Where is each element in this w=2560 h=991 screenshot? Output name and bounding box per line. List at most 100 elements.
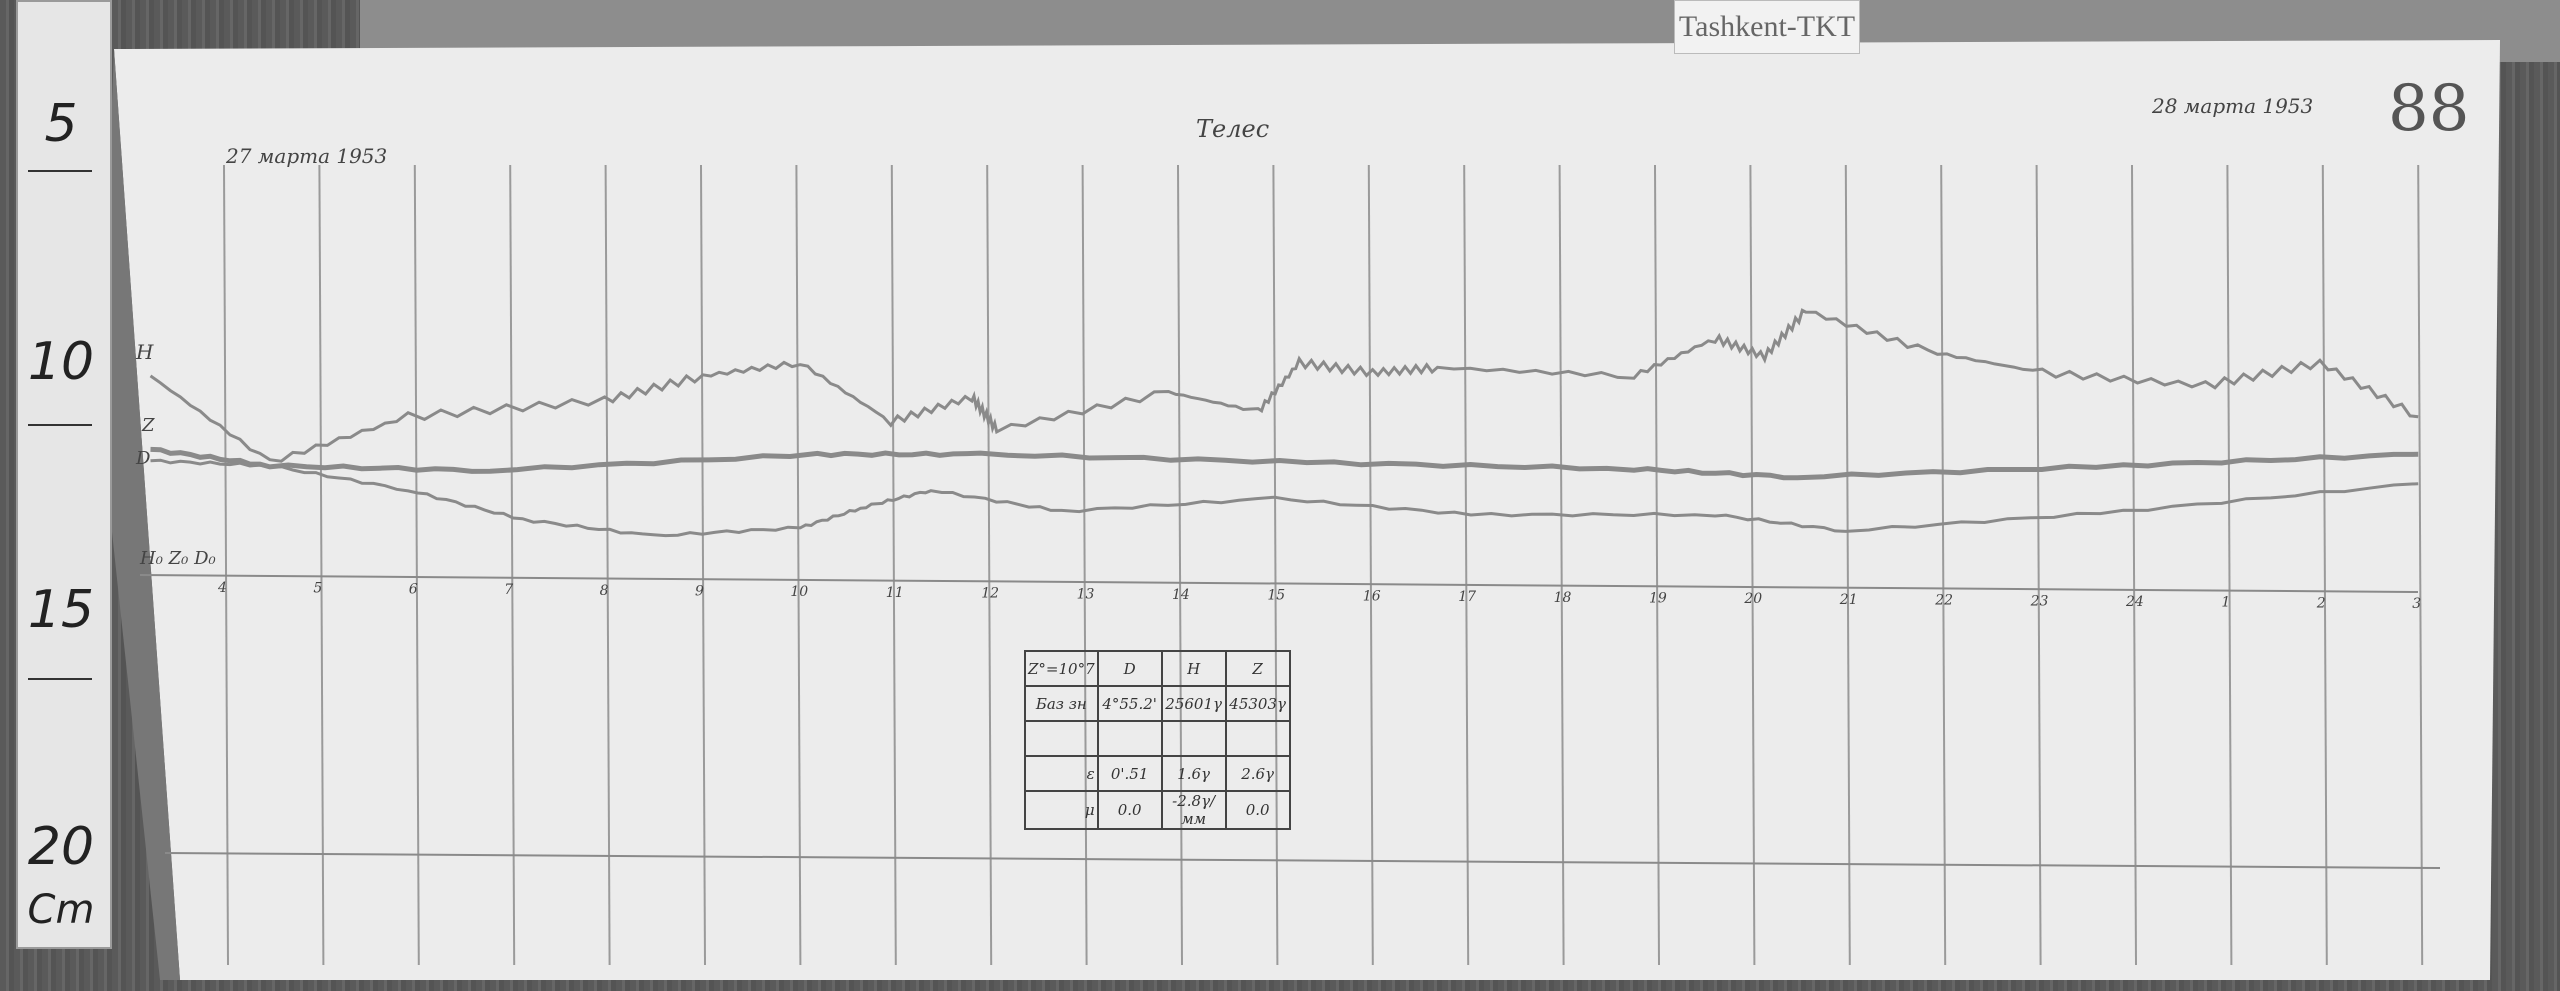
x-tick-label: 18: [1554, 590, 1572, 606]
x-tick-label: 11: [886, 585, 904, 601]
grid-line: [1558, 164, 1565, 966]
table-cell: μ: [1024, 790, 1099, 830]
x-tick-label: 13: [1077, 586, 1095, 602]
x-tick-label: 6: [409, 581, 418, 597]
grid-line: [1177, 164, 1183, 966]
ruler-mark-10: 10: [27, 332, 95, 392]
x-tick-label: 7: [504, 582, 513, 598]
table-cell: [1096, 720, 1163, 757]
start-date: 27 марта 1953: [226, 144, 388, 168]
x-tick-label: 9: [695, 584, 704, 600]
grid-line: [2417, 164, 2424, 966]
ruler-mark-5: 5: [44, 94, 78, 154]
paper-shadow: [100, 49, 180, 980]
table-cell: 2.6γ: [1224, 755, 1291, 792]
ruler-mark-15: 15: [27, 580, 95, 640]
x-tick-label: 8: [600, 583, 609, 599]
grid-line: [700, 164, 706, 966]
constants-table: Z°=10°7 D H Z Баз зн 4°55.2' 25601γ 4530…: [1024, 650, 1291, 830]
table-cell: 4°55.2': [1096, 685, 1163, 722]
bottom-line: [164, 852, 2441, 869]
table-cell: 0'.51: [1096, 755, 1163, 792]
grid: [223, 164, 2424, 966]
grid-line: [223, 164, 229, 966]
table-header: Z°=10°7 D H Z: [1024, 650, 1291, 687]
x-tick-label: 1: [2221, 595, 2230, 611]
label-z: Z: [142, 415, 155, 436]
table-cell: [1024, 720, 1099, 757]
grid-line: [986, 164, 993, 966]
ruler-segment: [28, 2, 92, 172]
x-tick-label: 17: [1458, 589, 1476, 605]
grid-line: [1081, 164, 1088, 966]
table-cell: 45303γ: [1224, 685, 1291, 722]
ruler-unit: Cm: [27, 887, 95, 933]
x-tick-labels: 4 5 6 7 8 9 10 11 12 13 14 15 16 17 18 19 20 21 22 23 24 1 2 3: [217, 580, 2421, 612]
x-tick-label: 23: [2030, 593, 2049, 609]
grid-line: [1844, 164, 1851, 966]
grid-line: [2035, 164, 2042, 966]
grid-line: [413, 164, 420, 966]
grid-line: [1940, 164, 1947, 966]
paper: [114, 40, 2500, 980]
x-tick-label: 14: [1172, 587, 1190, 603]
table-cell: Баз зн: [1024, 685, 1099, 722]
traces: [149, 308, 2419, 538]
x-tick-label: 3: [2412, 596, 2421, 612]
grid-line: [318, 164, 325, 966]
table-cell: D: [1096, 650, 1163, 687]
ruler-segment: [28, 426, 92, 680]
x-tick-label: 15: [1267, 588, 1285, 604]
table-cell: 25601γ: [1160, 685, 1227, 722]
grid-line: [2131, 164, 2137, 966]
table-cell: -2.8γ/мм: [1160, 790, 1227, 830]
baseline-labels: H₀ Z₀ D₀: [140, 548, 216, 569]
record-title: Телес: [1196, 115, 1270, 143]
ruler-segment: [28, 172, 92, 426]
station-label: Tashkent-TKT: [1674, 0, 1860, 54]
x-tick-label: 2: [2316, 595, 2326, 611]
end-date: 28 марта 1953: [2152, 94, 2314, 118]
x-tick-label: 22: [1934, 593, 1953, 609]
grid-line: [509, 164, 516, 966]
table-row: [1024, 720, 1291, 757]
table-cell: 0.0: [1096, 790, 1163, 830]
x-tick-label: 10: [790, 584, 808, 600]
x-tick-label: 5: [313, 581, 322, 597]
table-cell: Z: [1224, 650, 1291, 687]
grid-line: [1367, 164, 1374, 966]
x-tick-label: 20: [1743, 591, 1762, 607]
table-cell: [1224, 720, 1291, 757]
table-cell: 0.0: [1224, 790, 1291, 830]
grid-line: [1654, 164, 1660, 966]
x-tick-label: 24: [2125, 594, 2144, 610]
x-tick-label: 19: [1649, 591, 1667, 607]
label-h: H: [136, 340, 154, 364]
table-cell: Z°=10°7: [1024, 650, 1099, 687]
grid-line: [1272, 164, 1279, 966]
x-tick-label: 16: [1363, 588, 1381, 604]
label-d: D: [136, 448, 151, 469]
sheet-number: 88: [2388, 72, 2470, 146]
table-row: μ 0.0 -2.8γ/мм 0.0: [1024, 790, 1291, 830]
table-row: Баз зн 4°55.2' 25601γ 45303γ: [1024, 685, 1291, 722]
x-tick-label: 4: [217, 580, 227, 596]
x-tick-label: 21: [1839, 592, 1858, 608]
x-tick-label: 12: [981, 586, 999, 602]
grid-line: [604, 164, 611, 966]
trace-d: [150, 458, 2419, 538]
table-cell: [1160, 720, 1227, 757]
ruler: 5 10 15 20 Cm: [16, 0, 112, 949]
table-cell: 1.6γ: [1160, 755, 1227, 792]
table-row: ε 0'.51 1.6γ 2.6γ: [1024, 755, 1291, 792]
grid-line: [2226, 164, 2233, 966]
grid-line: [795, 164, 802, 966]
trace-z: [150, 446, 2419, 481]
grid-line: [2321, 164, 2328, 966]
table-cell: H: [1160, 650, 1227, 687]
time-axis: [139, 574, 2419, 593]
ruler-mark-20: 20: [27, 817, 95, 877]
grid-line: [1749, 164, 1756, 966]
trace-h: [149, 308, 2419, 463]
